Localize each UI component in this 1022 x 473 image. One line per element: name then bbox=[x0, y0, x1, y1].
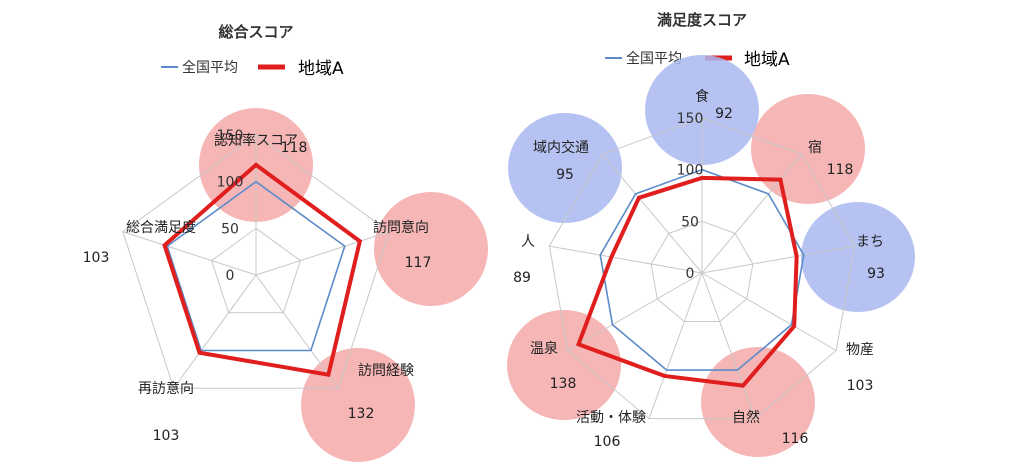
grid-ring-50 bbox=[211, 227, 301, 314]
category-label-8: 人 bbox=[521, 234, 535, 250]
tick-label-0: 0 bbox=[226, 268, 235, 284]
highlight-bubble-2 bbox=[751, 94, 865, 204]
value-label-2: 117 bbox=[405, 255, 432, 271]
value-label-5: 116 bbox=[782, 431, 809, 447]
spoke-5 bbox=[701, 272, 756, 419]
highlight-bubble-9 bbox=[508, 113, 622, 223]
tick-label-0: 0 bbox=[686, 266, 695, 282]
category-label-4: 物産 bbox=[846, 342, 874, 358]
value-label-9: 95 bbox=[556, 167, 574, 183]
tick-label-100: 100 bbox=[677, 163, 704, 179]
spoke-4 bbox=[173, 274, 257, 389]
category-label-5: 総合満足度 bbox=[126, 220, 196, 236]
category-label-9: 域内交通 bbox=[533, 139, 589, 156]
radar-series bbox=[575, 168, 805, 388]
category-label-1: 認知率スコア bbox=[214, 132, 298, 149]
value-label-1: 92 bbox=[715, 106, 733, 122]
chart-title: 満足度スコア bbox=[657, 11, 747, 29]
tick-label-100: 100 bbox=[217, 175, 244, 191]
value-label-4: 103 bbox=[153, 428, 180, 444]
series-national-line bbox=[166, 180, 346, 352]
value-label-7: 138 bbox=[550, 376, 577, 392]
category-label-4: 再訪意向 bbox=[138, 380, 194, 397]
spoke-5 bbox=[122, 231, 257, 276]
category-label-6: 活動・体験 bbox=[576, 410, 646, 426]
highlight-bubbles bbox=[507, 55, 915, 457]
value-label-1: 118 bbox=[281, 140, 308, 156]
grid-ring-50 bbox=[650, 220, 754, 323]
spoke-3 bbox=[255, 274, 339, 389]
series-region-line bbox=[575, 175, 799, 388]
category-label-2: 宿 bbox=[808, 139, 822, 156]
series-national-line bbox=[599, 168, 805, 371]
value-label-4: 103 bbox=[847, 378, 874, 394]
legend-region-label: 地域A bbox=[744, 50, 790, 70]
highlight-bubble-3 bbox=[801, 202, 915, 312]
highlight-bubble-7 bbox=[507, 310, 621, 420]
spoke-3 bbox=[701, 245, 855, 274]
spoke-9 bbox=[601, 153, 703, 274]
chart-title: 総合スコア bbox=[218, 23, 293, 41]
category-label-1: 食 bbox=[695, 88, 709, 105]
highlight-bubble-5 bbox=[701, 347, 815, 457]
spoke-7 bbox=[567, 272, 703, 351]
highlight-bubble-2 bbox=[374, 192, 488, 306]
satisfaction-score-radar-chart: 満足度スコア 全国平均 地域A 0 50 100 150 食 92 宿 118 まち 93 物産 10… bbox=[507, 11, 915, 457]
value-label-2: 118 bbox=[827, 162, 854, 178]
tick-label-150: 150 bbox=[217, 128, 244, 144]
value-label-8: 89 bbox=[513, 270, 531, 286]
legend-national-label: 全国平均 bbox=[182, 59, 238, 76]
category-label-5: 自然 bbox=[732, 409, 760, 426]
category-label-2: 訪問意向 bbox=[373, 219, 429, 236]
category-label-3: 訪問経験 bbox=[358, 363, 414, 379]
radar-labels: 0 50 100 150 食 92 宿 118 まち 93 物産 103 自然 116 活動・体験 106 温泉… bbox=[513, 88, 885, 450]
spoke-4 bbox=[701, 272, 837, 351]
spoke-8 bbox=[549, 245, 703, 274]
highlight-bubbles bbox=[199, 108, 488, 462]
value-label-3: 132 bbox=[348, 406, 375, 422]
grid-ring-150 bbox=[548, 117, 856, 420]
value-label-3: 93 bbox=[867, 266, 885, 282]
tick-label-50: 50 bbox=[681, 214, 699, 230]
tick-label-50: 50 bbox=[221, 221, 239, 237]
legend: 全国平均 地域A bbox=[161, 59, 344, 79]
value-label-6: 106 bbox=[594, 434, 621, 450]
category-label-3: まち bbox=[856, 234, 884, 250]
radar-series bbox=[162, 162, 363, 377]
highlight-bubble-1 bbox=[645, 55, 759, 165]
spoke-2 bbox=[701, 153, 803, 274]
legend-region-label: 地域A bbox=[298, 59, 344, 79]
spoke-6 bbox=[648, 272, 703, 419]
legend-national-label: 全国平均 bbox=[626, 50, 682, 67]
value-label-5: 103 bbox=[83, 250, 110, 266]
category-label-7: 温泉 bbox=[530, 340, 558, 357]
spoke-2 bbox=[255, 231, 390, 276]
series-region-line bbox=[162, 162, 363, 377]
tick-label-150: 150 bbox=[677, 111, 704, 127]
grid-ring-150 bbox=[122, 134, 390, 389]
legend: 全国平均 地域A bbox=[605, 50, 790, 70]
